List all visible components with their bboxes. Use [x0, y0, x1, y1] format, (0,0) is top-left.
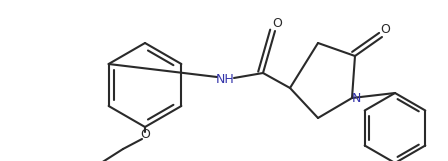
Text: O: O	[140, 128, 150, 142]
Text: O: O	[380, 23, 390, 35]
Text: O: O	[272, 16, 282, 29]
Text: NH: NH	[215, 72, 234, 85]
Text: N: N	[351, 91, 361, 104]
